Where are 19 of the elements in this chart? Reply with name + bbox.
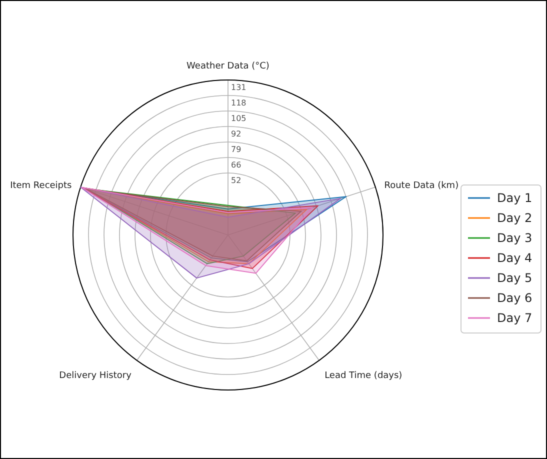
y-tick-label: 66 <box>231 160 242 170</box>
legend-label: Day 5 <box>497 271 532 285</box>
legend-label: Day 7 <box>497 311 532 325</box>
spoke-label: Route Data (km) <box>384 181 459 192</box>
spoke-label: Delivery History <box>59 370 132 381</box>
y-tick-label: 92 <box>231 130 242 138</box>
y-tick-label: 131 <box>231 83 246 92</box>
y-tick-label: 105 <box>231 114 246 123</box>
legend-label: Day 1 <box>497 191 532 205</box>
spoke-label: Weather Data (°C) <box>186 62 270 72</box>
y-tick-label: 118 <box>231 98 246 108</box>
legend-label: Day 6 <box>497 291 532 305</box>
legend-label: Day 4 <box>497 251 532 265</box>
y-tick-label: 52 <box>231 176 242 185</box>
spoke-label: Lead Time (days) <box>324 370 402 381</box>
legend-label: Day 2 <box>497 211 532 225</box>
y-tick-label: 79 <box>231 145 242 154</box>
legend-label: Day 3 <box>497 231 532 245</box>
spoke-label: Item Receipts <box>10 181 72 192</box>
